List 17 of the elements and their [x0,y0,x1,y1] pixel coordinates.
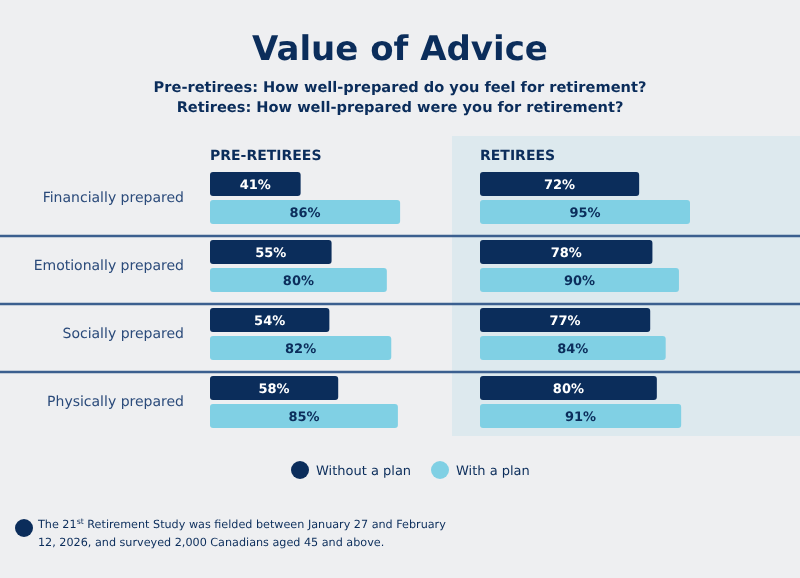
bar [480,200,690,224]
bar [480,404,682,428]
bar [210,268,387,292]
bar [480,268,679,292]
bar [210,336,392,360]
bar [480,240,653,264]
bar [480,172,640,196]
bar [210,200,401,224]
bar [480,336,666,360]
bar [210,404,398,428]
bar [210,172,301,196]
text: Value of Advice [252,30,548,70]
bar [480,308,651,332]
bar [480,376,657,400]
bar [210,308,330,332]
bar [210,240,332,264]
bar [210,376,339,400]
